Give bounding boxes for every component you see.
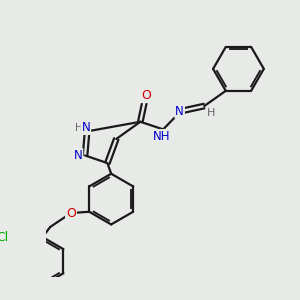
Text: N: N xyxy=(74,149,82,162)
Text: O: O xyxy=(141,89,151,102)
Text: N: N xyxy=(82,121,90,134)
Text: N: N xyxy=(175,105,184,118)
Text: O: O xyxy=(66,206,76,220)
Text: NH: NH xyxy=(153,130,171,143)
Text: H: H xyxy=(75,123,83,133)
Text: H: H xyxy=(206,108,215,118)
Text: Cl: Cl xyxy=(0,231,8,244)
